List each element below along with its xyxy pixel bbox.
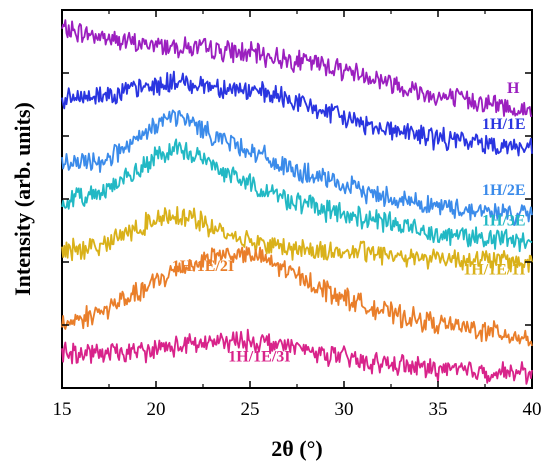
series-line-1h-2e (61, 109, 533, 227)
x-tick-label: 15 (53, 399, 72, 420)
series-label-1h-1e-2i: 1H/1E/2I (172, 258, 234, 275)
series-labels-layer: H 1H/1E 1H/2E 1H/3E 1H/1E/1I 1H/1E/2I 1H/1E/3I (172, 80, 526, 365)
series-label-1h-1e-3i: 1H/1E/3I (228, 349, 290, 366)
x-axis-title: 2θ (°) (271, 436, 322, 461)
series-label-1h-2e: 1H/2E (482, 182, 526, 199)
y-axis-title: Intensity (arb. units) (10, 102, 35, 296)
series-line-h (61, 19, 533, 117)
x-tick-label: 40 (523, 399, 542, 420)
x-tick-label: 30 (335, 399, 354, 420)
series-label-1h-3e: 1H/3E (482, 212, 526, 229)
series-layer (61, 19, 533, 385)
x-tick-label: 35 (429, 399, 448, 420)
x-tick-label: 25 (241, 399, 260, 420)
x-tick-label: 20 (147, 399, 166, 420)
ticks-layer: 15 20 25 30 35 40 (53, 10, 542, 420)
series-label-1h-1e-1i: 1H/1E/1I (463, 262, 525, 279)
series-line-1h-3e (61, 138, 533, 253)
series-line-1h-1e (61, 70, 533, 157)
series-label-h: H (507, 80, 520, 97)
series-label-1h-1e: 1H/1E (482, 116, 526, 133)
series-line-1h-1e-3i (61, 328, 533, 385)
series-line-1h-1e-2i (61, 246, 533, 347)
series-line-1h-1e-1i (61, 205, 533, 273)
